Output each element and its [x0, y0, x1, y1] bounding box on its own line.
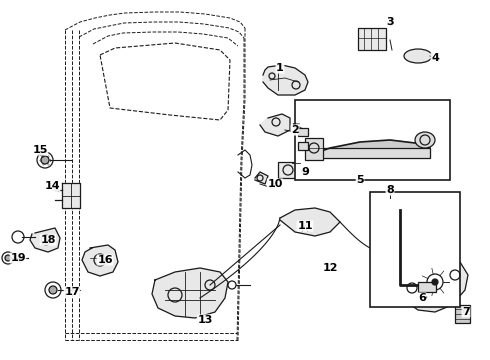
Polygon shape [62, 183, 80, 208]
Bar [305, 138, 323, 160]
Text: 17: 17 [64, 287, 80, 297]
Bar [295, 100, 450, 180]
Text: 3: 3 [386, 17, 394, 27]
Ellipse shape [404, 49, 432, 63]
Bar [455, 305, 470, 323]
Text: 9: 9 [301, 167, 309, 177]
Text: 7: 7 [462, 307, 470, 317]
Polygon shape [30, 228, 60, 252]
Circle shape [5, 255, 11, 261]
Text: 5: 5 [356, 175, 364, 185]
Text: 12: 12 [322, 263, 338, 273]
Text: 6: 6 [418, 293, 426, 303]
Polygon shape [255, 172, 268, 184]
Bar [298, 142, 308, 150]
Text: 8: 8 [386, 185, 394, 195]
Text: 15: 15 [32, 145, 48, 155]
Text: 14: 14 [44, 181, 60, 191]
Text: 18: 18 [40, 235, 56, 245]
Polygon shape [310, 140, 430, 155]
Text: 10: 10 [268, 179, 283, 189]
Bar [358, 28, 386, 50]
Polygon shape [263, 65, 308, 95]
Circle shape [432, 279, 438, 285]
Text: 11: 11 [297, 221, 313, 231]
Text: 13: 13 [197, 315, 213, 325]
Polygon shape [82, 245, 118, 276]
Bar [370, 192, 460, 307]
Text: 19: 19 [10, 253, 26, 263]
Ellipse shape [415, 132, 435, 148]
Bar [278, 162, 298, 178]
Circle shape [49, 286, 57, 294]
Bar [418, 282, 436, 292]
Polygon shape [398, 255, 468, 312]
Text: 4: 4 [431, 53, 439, 63]
Bar [298, 128, 308, 136]
Text: 2: 2 [291, 125, 299, 135]
Polygon shape [260, 114, 290, 136]
Polygon shape [310, 148, 430, 158]
Text: 16: 16 [97, 255, 113, 265]
Text: 1: 1 [276, 63, 284, 73]
Polygon shape [152, 268, 228, 318]
Circle shape [41, 156, 49, 164]
Polygon shape [280, 208, 340, 236]
